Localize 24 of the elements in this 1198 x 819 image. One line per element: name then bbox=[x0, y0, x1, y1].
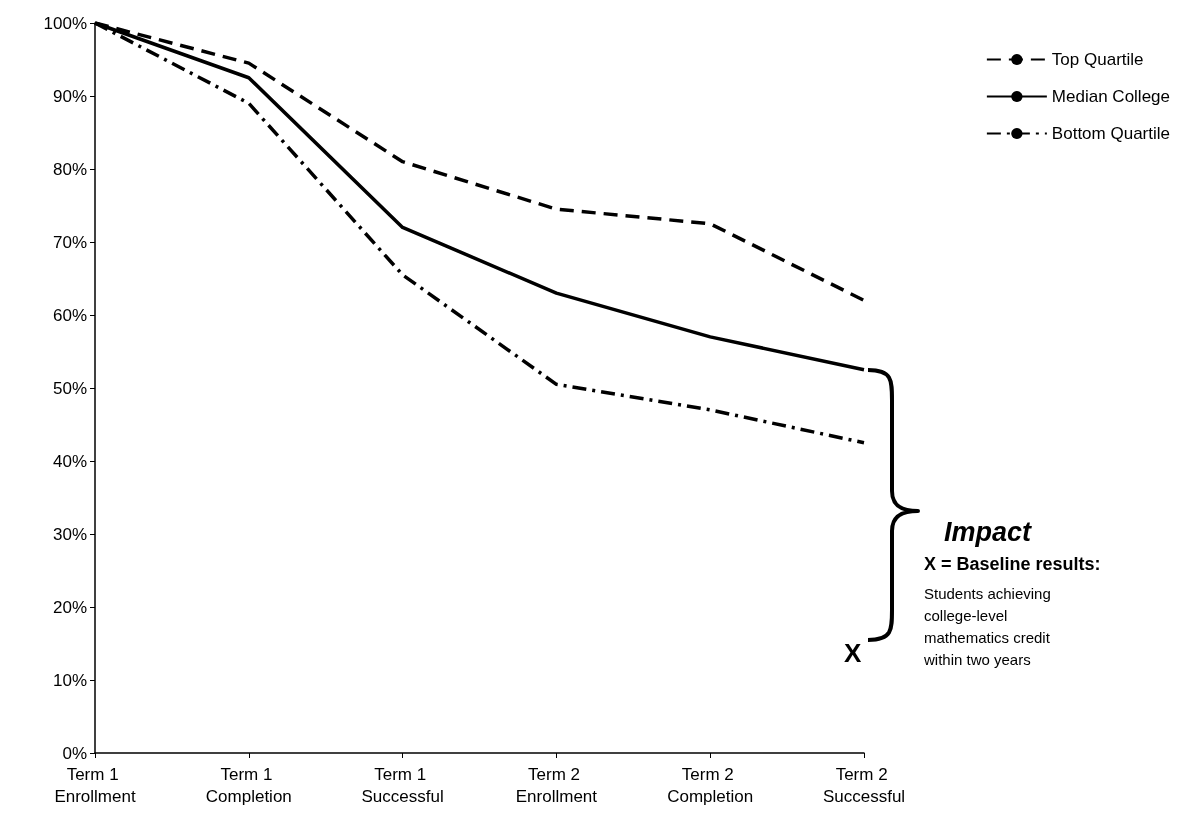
y-tick-label: 20% bbox=[52, 597, 87, 617]
annotation: X bbox=[844, 637, 862, 668]
x-tick-label: Term 2 Successful bbox=[822, 764, 906, 806]
y-tick-label: 80% bbox=[52, 159, 87, 179]
y-tick-label: 60% bbox=[52, 305, 87, 325]
y-tick-label: 30% bbox=[52, 524, 87, 544]
y-tick-label: 70% bbox=[52, 232, 87, 252]
text: Impact bbox=[944, 517, 1033, 548]
x-tick-label: Term 2 Completion bbox=[667, 764, 754, 806]
y-tick-label: 10% bbox=[52, 670, 87, 690]
y-tick-label: 50% bbox=[52, 378, 87, 398]
x-tick-label: Term 1 Completion bbox=[205, 764, 292, 806]
x-tick-label: Term 2 Enrollment bbox=[515, 764, 598, 806]
text: X = Baseline results: bbox=[924, 553, 1101, 574]
legend-label: Bottom Quartile bbox=[1051, 124, 1170, 143]
x-tick-label: Term 1 Successful bbox=[361, 764, 444, 806]
y-tick-label: 0% bbox=[62, 743, 87, 763]
y-tick-label: 90% bbox=[52, 86, 87, 106]
text: Students achieving college-level mathematics credit within two years bbox=[923, 585, 1055, 669]
x-tick-label: Term 1 Enrollment bbox=[54, 764, 136, 806]
y-tick-label: 100% bbox=[43, 13, 87, 33]
y-tick-label: 40% bbox=[52, 451, 87, 471]
legend-label: Top Quartile bbox=[1051, 50, 1144, 69]
legend-label: Median College bbox=[1051, 87, 1171, 106]
